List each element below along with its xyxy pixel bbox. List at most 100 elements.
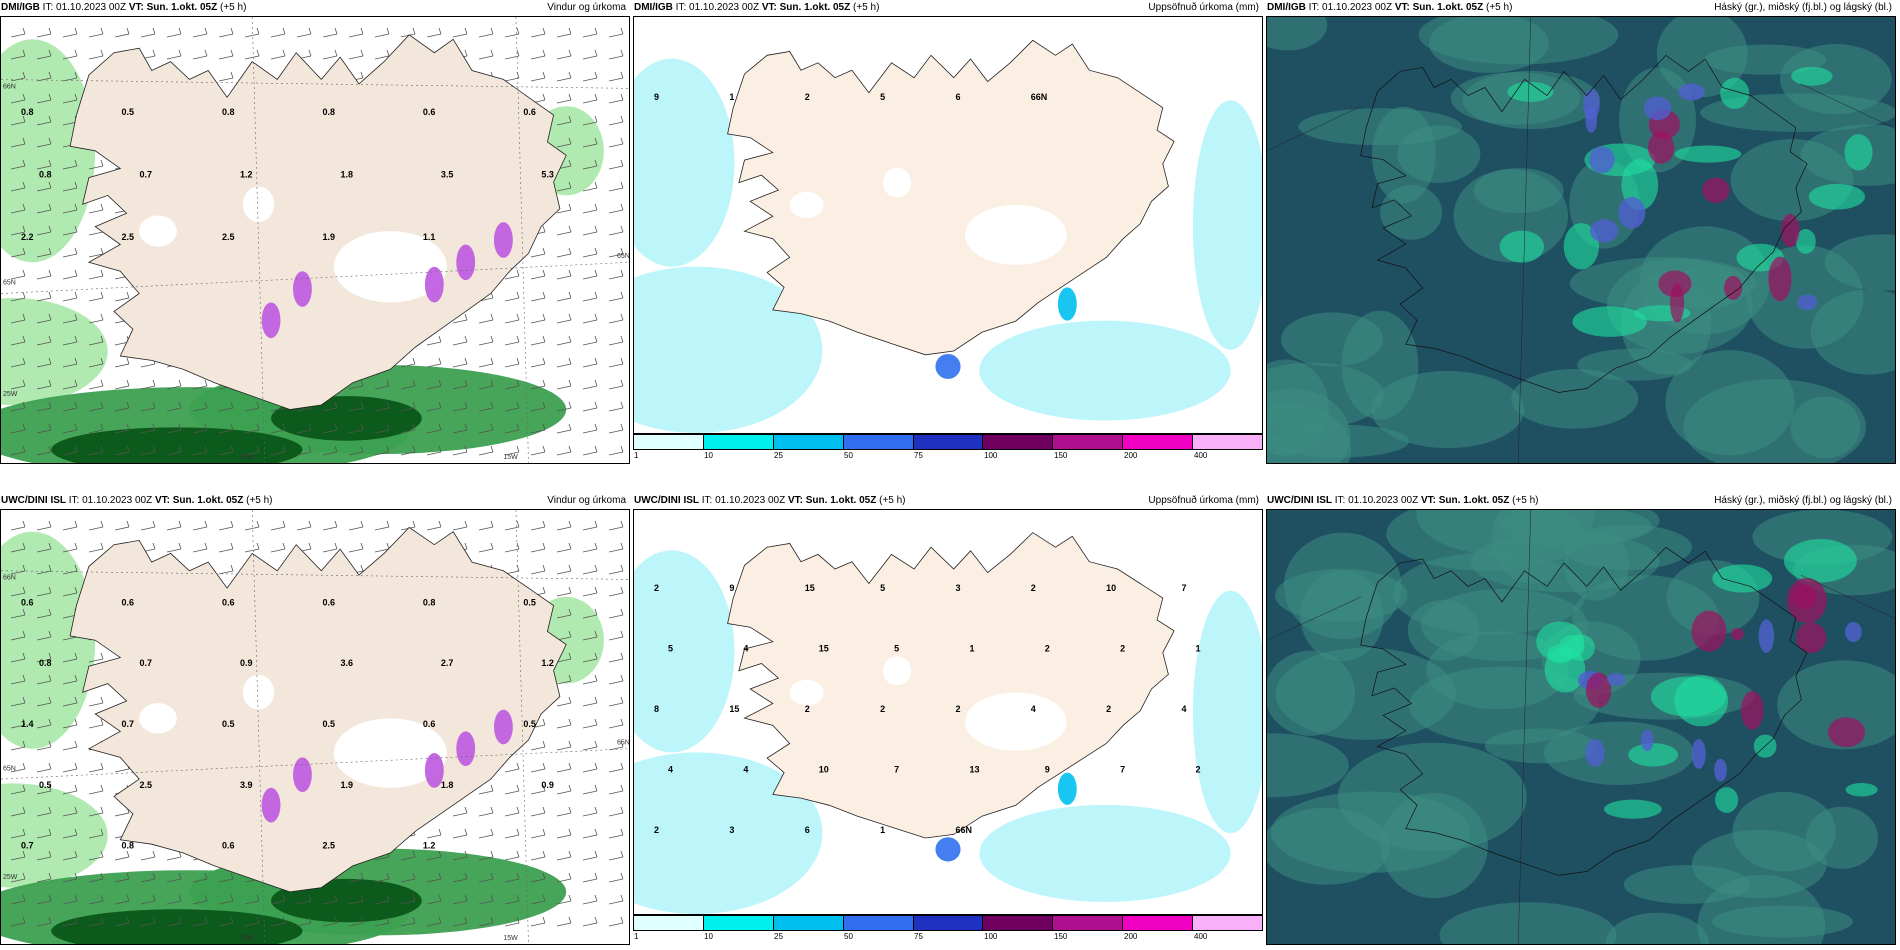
wind-barb-flag xyxy=(282,27,286,35)
it-value: 01.10.2023 00Z xyxy=(56,2,127,13)
wind-barb xyxy=(582,526,598,531)
wind-barb xyxy=(530,385,546,390)
wind-barb-flag xyxy=(74,586,78,594)
wind-barb xyxy=(556,209,572,214)
wind-barb xyxy=(166,548,182,553)
graticule xyxy=(1,510,629,944)
wind-barb xyxy=(504,363,520,368)
wind-barb xyxy=(478,55,494,60)
value-label: 15 xyxy=(729,704,739,714)
wind-barb-flag xyxy=(334,445,338,453)
wind-barb-flag xyxy=(516,894,520,902)
wind-barb-flag xyxy=(100,423,104,431)
wind-barb xyxy=(10,812,26,817)
wind-barb xyxy=(166,922,182,927)
wind-barb xyxy=(10,592,26,597)
wind-barb-flag xyxy=(542,762,546,770)
wind-barb xyxy=(114,407,130,412)
wind-barb-flag xyxy=(22,27,26,35)
wind-barb-flag xyxy=(594,916,598,924)
wind-barb xyxy=(296,900,312,905)
wind-barb-flag xyxy=(568,806,572,814)
colorbar-tick-label: 100 xyxy=(984,932,998,941)
wind-barb xyxy=(114,768,130,773)
wind-barb-flag xyxy=(594,27,598,35)
wind-barb xyxy=(140,429,156,434)
wind-barb-flag xyxy=(490,828,494,836)
wind-barb xyxy=(192,451,208,456)
convective-cell xyxy=(456,244,476,281)
low-cloud xyxy=(1407,599,1480,661)
wind-barb-flag xyxy=(22,872,26,880)
wind-barb-flag xyxy=(386,445,390,453)
low-cloud xyxy=(1500,510,1652,547)
low-cloud xyxy=(1656,17,1748,98)
wind-barb xyxy=(88,231,104,236)
wind-barb xyxy=(10,297,26,302)
value-label: 2.5 xyxy=(222,232,235,242)
wind-barb-flag xyxy=(438,379,442,387)
wind-barb-flag xyxy=(490,850,494,858)
wind-barb xyxy=(608,319,624,324)
wind-barb xyxy=(88,275,104,280)
wind-barb-flag xyxy=(178,401,182,409)
value-label: 3.5 xyxy=(441,170,454,180)
wind-barb-flag xyxy=(230,71,234,79)
wind-barb-flag xyxy=(594,423,598,431)
wind-barb-flag xyxy=(568,630,572,638)
wind-barb xyxy=(62,856,78,861)
wind-barb xyxy=(556,548,572,553)
wind-barb-flag xyxy=(100,542,104,550)
wind-barb-flag xyxy=(542,520,546,528)
wind-barb-flag xyxy=(100,850,104,858)
wind-barb xyxy=(504,297,520,302)
wind-barb xyxy=(582,275,598,280)
high-cloud xyxy=(1730,627,1744,641)
wind-barb xyxy=(452,385,468,390)
wind-barb xyxy=(192,385,208,390)
wind-barb xyxy=(452,429,468,434)
wind-barb-flag xyxy=(48,247,52,255)
wind-barb xyxy=(10,275,26,280)
wind-barb-flag xyxy=(620,520,624,528)
wind-barb xyxy=(10,834,26,839)
wind-barb xyxy=(608,614,624,619)
value-label: 10 xyxy=(1106,583,1116,593)
wind-barb-flag xyxy=(22,357,26,365)
wind-barb-flag xyxy=(594,762,598,770)
value-label: 2.5 xyxy=(322,841,335,851)
convective-cell xyxy=(293,271,312,307)
wind-barb-flag xyxy=(490,916,494,924)
wind-barb-flag xyxy=(516,520,520,528)
wind-barb xyxy=(62,570,78,575)
mid-cloud xyxy=(1715,787,1739,813)
wind-barb-flag xyxy=(334,49,338,57)
high-cloud xyxy=(1827,717,1866,748)
wind-barb-flag xyxy=(594,115,598,123)
wind-barb-flag xyxy=(620,93,624,101)
value-label: 9 xyxy=(654,92,659,102)
low-cloud xyxy=(1271,791,1471,873)
wind-barb xyxy=(10,209,26,214)
moderate-precip xyxy=(1057,772,1077,805)
wind-barb xyxy=(582,614,598,619)
it-value: 01.10.2023 00Z xyxy=(689,2,760,13)
wind-barb xyxy=(582,231,598,236)
it-value: 01.10.2023 00Z xyxy=(1348,495,1419,506)
wind-barb xyxy=(582,33,598,38)
wind-barb xyxy=(140,856,156,861)
wind-barb xyxy=(114,900,130,905)
value-label: 2 xyxy=(654,583,659,593)
wind-barb xyxy=(36,614,52,619)
wind-barb-flag xyxy=(204,423,208,431)
wind-barb xyxy=(10,680,26,685)
wind-barb-flag xyxy=(48,335,52,343)
wind-barb-flag xyxy=(620,718,624,726)
wind-barb xyxy=(348,429,364,434)
wind-barb-flag xyxy=(594,828,598,836)
value-label: 5 xyxy=(880,583,885,593)
wind-barb xyxy=(608,187,624,192)
wind-barb-flag xyxy=(126,872,130,880)
wind-barb xyxy=(270,451,286,456)
high-cloud xyxy=(1845,621,1862,643)
